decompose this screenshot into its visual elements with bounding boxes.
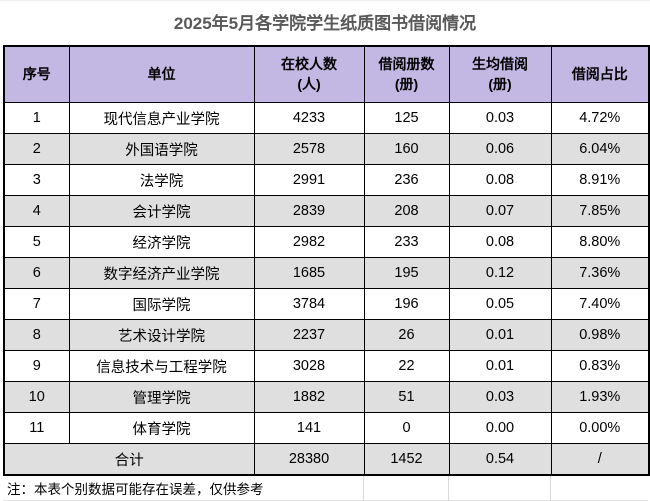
cell-enrolled: 3784: [253, 288, 365, 320]
cell-ratio: 7.40%: [550, 288, 650, 320]
table-row: 3 法学院 2991 236 0.08 8.91%: [3, 164, 650, 196]
table-row: 7 国际学院 3784 196 0.05 7.40%: [3, 288, 650, 320]
col-header-ratio: 借阅占比: [550, 45, 650, 103]
cell-percapita: 0.01: [448, 319, 552, 351]
cell-percapita: 0.03: [448, 381, 552, 413]
table-row: 6 数字经济产业学院 1685 195 0.12 7.36%: [3, 257, 650, 289]
table-row: 1 现代信息产业学院 4233 125 0.03 4.72%: [3, 102, 650, 134]
total-enrolled: 28380: [253, 443, 365, 476]
cell-unit: 信息技术与工程学院: [68, 350, 255, 382]
cell-index: 3: [3, 164, 70, 196]
cell-index: 11: [3, 412, 70, 444]
cell-ratio: 8.91%: [550, 164, 650, 196]
cell-borrowed: 160: [363, 133, 450, 165]
cell-index: 1: [3, 102, 70, 134]
cell-percapita: 0.05: [448, 288, 552, 320]
cell-unit: 管理学院: [68, 381, 255, 413]
col-header-percapita: 生均借阅 (册): [448, 45, 552, 103]
borrowing-table: 序号 单位 在校人数 (人) 借阅册数 (册) 生均借阅 (册) 借阅占比 1 …: [3, 45, 650, 476]
cell-enrolled: 3028: [253, 350, 365, 382]
cell-borrowed: 26: [363, 319, 450, 351]
cell-unit: 国际学院: [68, 288, 255, 320]
cell-borrowed: 51: [363, 381, 450, 413]
cell-index: 9: [3, 350, 70, 382]
cell-enrolled: 141: [253, 412, 365, 444]
gridline-cell: [363, 476, 448, 500]
cell-percapita: 0.06: [448, 133, 552, 165]
cell-percapita: 0.08: [448, 226, 552, 258]
col-header-borrowed: 借阅册数 (册): [363, 45, 450, 103]
cell-index: 4: [3, 195, 70, 227]
cell-ratio: 0.98%: [550, 319, 650, 351]
cell-unit: 体育学院: [68, 412, 255, 444]
cell-percapita: 0.08: [448, 164, 552, 196]
table-row: 10 管理学院 1882 51 0.03 1.93%: [3, 381, 650, 413]
cell-enrolled: 4233: [253, 102, 365, 134]
cell-unit: 现代信息产业学院: [68, 102, 255, 134]
note-cell: 注：本表个别数据可能存在误差，仅供参考: [3, 476, 363, 500]
col-header-index: 序号: [3, 45, 70, 103]
cell-borrowed: 195: [363, 257, 450, 289]
cell-unit: 经济学院: [68, 226, 255, 258]
header-row: 序号 单位 在校人数 (人) 借阅册数 (册) 生均借阅 (册) 借阅占比: [3, 45, 650, 103]
cell-unit: 法学院: [68, 164, 255, 196]
cell-enrolled: 2839: [253, 195, 365, 227]
cell-ratio: 7.36%: [550, 257, 650, 289]
note-text: 注：本表个别数据可能存在误差，仅供参考: [7, 482, 264, 497]
cell-enrolled: 1882: [253, 381, 365, 413]
cell-borrowed: 208: [363, 195, 450, 227]
cell-borrowed: 22: [363, 350, 450, 382]
cell-index: 7: [3, 288, 70, 320]
table-row: 9 信息技术与工程学院 3028 22 0.01 0.83%: [3, 350, 650, 382]
cell-index: 2: [3, 133, 70, 165]
cell-enrolled: 2982: [253, 226, 365, 258]
total-ratio: /: [550, 443, 650, 476]
cell-index: 6: [3, 257, 70, 289]
total-row: 合计 28380 1452 0.54 /: [3, 443, 650, 476]
note-row: 注：本表个别数据可能存在误差，仅供参考: [3, 476, 648, 501]
cell-enrolled: 1685: [253, 257, 365, 289]
gridline-cell: [550, 476, 648, 500]
cell-ratio: 8.80%: [550, 226, 650, 258]
cell-ratio: 7.85%: [550, 195, 650, 227]
cell-percapita: 0.12: [448, 257, 552, 289]
total-percapita: 0.54: [448, 443, 552, 476]
cell-percapita: 0.00: [448, 412, 552, 444]
col-header-enrolled: 在校人数 (人): [253, 45, 365, 103]
cell-enrolled: 2237: [253, 319, 365, 351]
cell-index: 10: [3, 381, 70, 413]
cell-borrowed: 0: [363, 412, 450, 444]
total-borrowed: 1452: [363, 443, 450, 476]
cell-borrowed: 233: [363, 226, 450, 258]
cell-unit: 艺术设计学院: [68, 319, 255, 351]
table-row: 2 外国语学院 2578 160 0.06 6.04%: [3, 133, 650, 165]
cell-borrowed: 196: [363, 288, 450, 320]
cell-percapita: 0.01: [448, 350, 552, 382]
cell-percapita: 0.07: [448, 195, 552, 227]
cell-borrowed: 236: [363, 164, 450, 196]
cell-ratio: 6.04%: [550, 133, 650, 165]
col-header-unit: 单位: [68, 45, 255, 103]
cell-ratio: 4.72%: [550, 102, 650, 134]
cell-percapita: 0.03: [448, 102, 552, 134]
table-row: 5 经济学院 2982 233 0.08 8.80%: [3, 226, 650, 258]
cell-unit: 会计学院: [68, 195, 255, 227]
cell-borrowed: 125: [363, 102, 450, 134]
table-row: 8 艺术设计学院 2237 26 0.01 0.98%: [3, 319, 650, 351]
total-label: 合计: [3, 443, 255, 476]
cell-ratio: 0.83%: [550, 350, 650, 382]
cell-index: 8: [3, 319, 70, 351]
gridline-cell: [448, 476, 550, 500]
cell-enrolled: 2578: [253, 133, 365, 165]
page-title: 2025年5月各学院学生纸质图书借阅情况: [0, 0, 650, 45]
cell-ratio: 1.93%: [550, 381, 650, 413]
cell-ratio: 0.00%: [550, 412, 650, 444]
cell-enrolled: 2991: [253, 164, 365, 196]
table-row: 11 体育学院 141 0 0.00 0.00%: [3, 412, 650, 444]
cell-unit: 外国语学院: [68, 133, 255, 165]
cell-unit: 数字经济产业学院: [68, 257, 255, 289]
table-row: 4 会计学院 2839 208 0.07 7.85%: [3, 195, 650, 227]
cell-index: 5: [3, 226, 70, 258]
